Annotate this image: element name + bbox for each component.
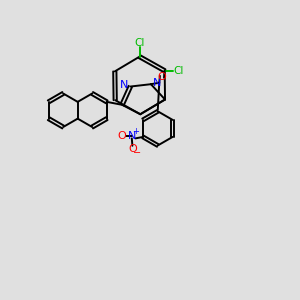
Text: N: N [120,80,129,90]
Text: N: N [128,131,136,141]
Text: O: O [128,144,137,154]
Text: −: − [133,148,142,158]
Text: O: O [118,131,127,141]
Text: Cl: Cl [134,38,145,47]
Text: N: N [153,78,161,88]
Text: O: O [158,72,166,82]
Text: +: + [132,127,139,136]
Text: Cl: Cl [173,66,183,76]
